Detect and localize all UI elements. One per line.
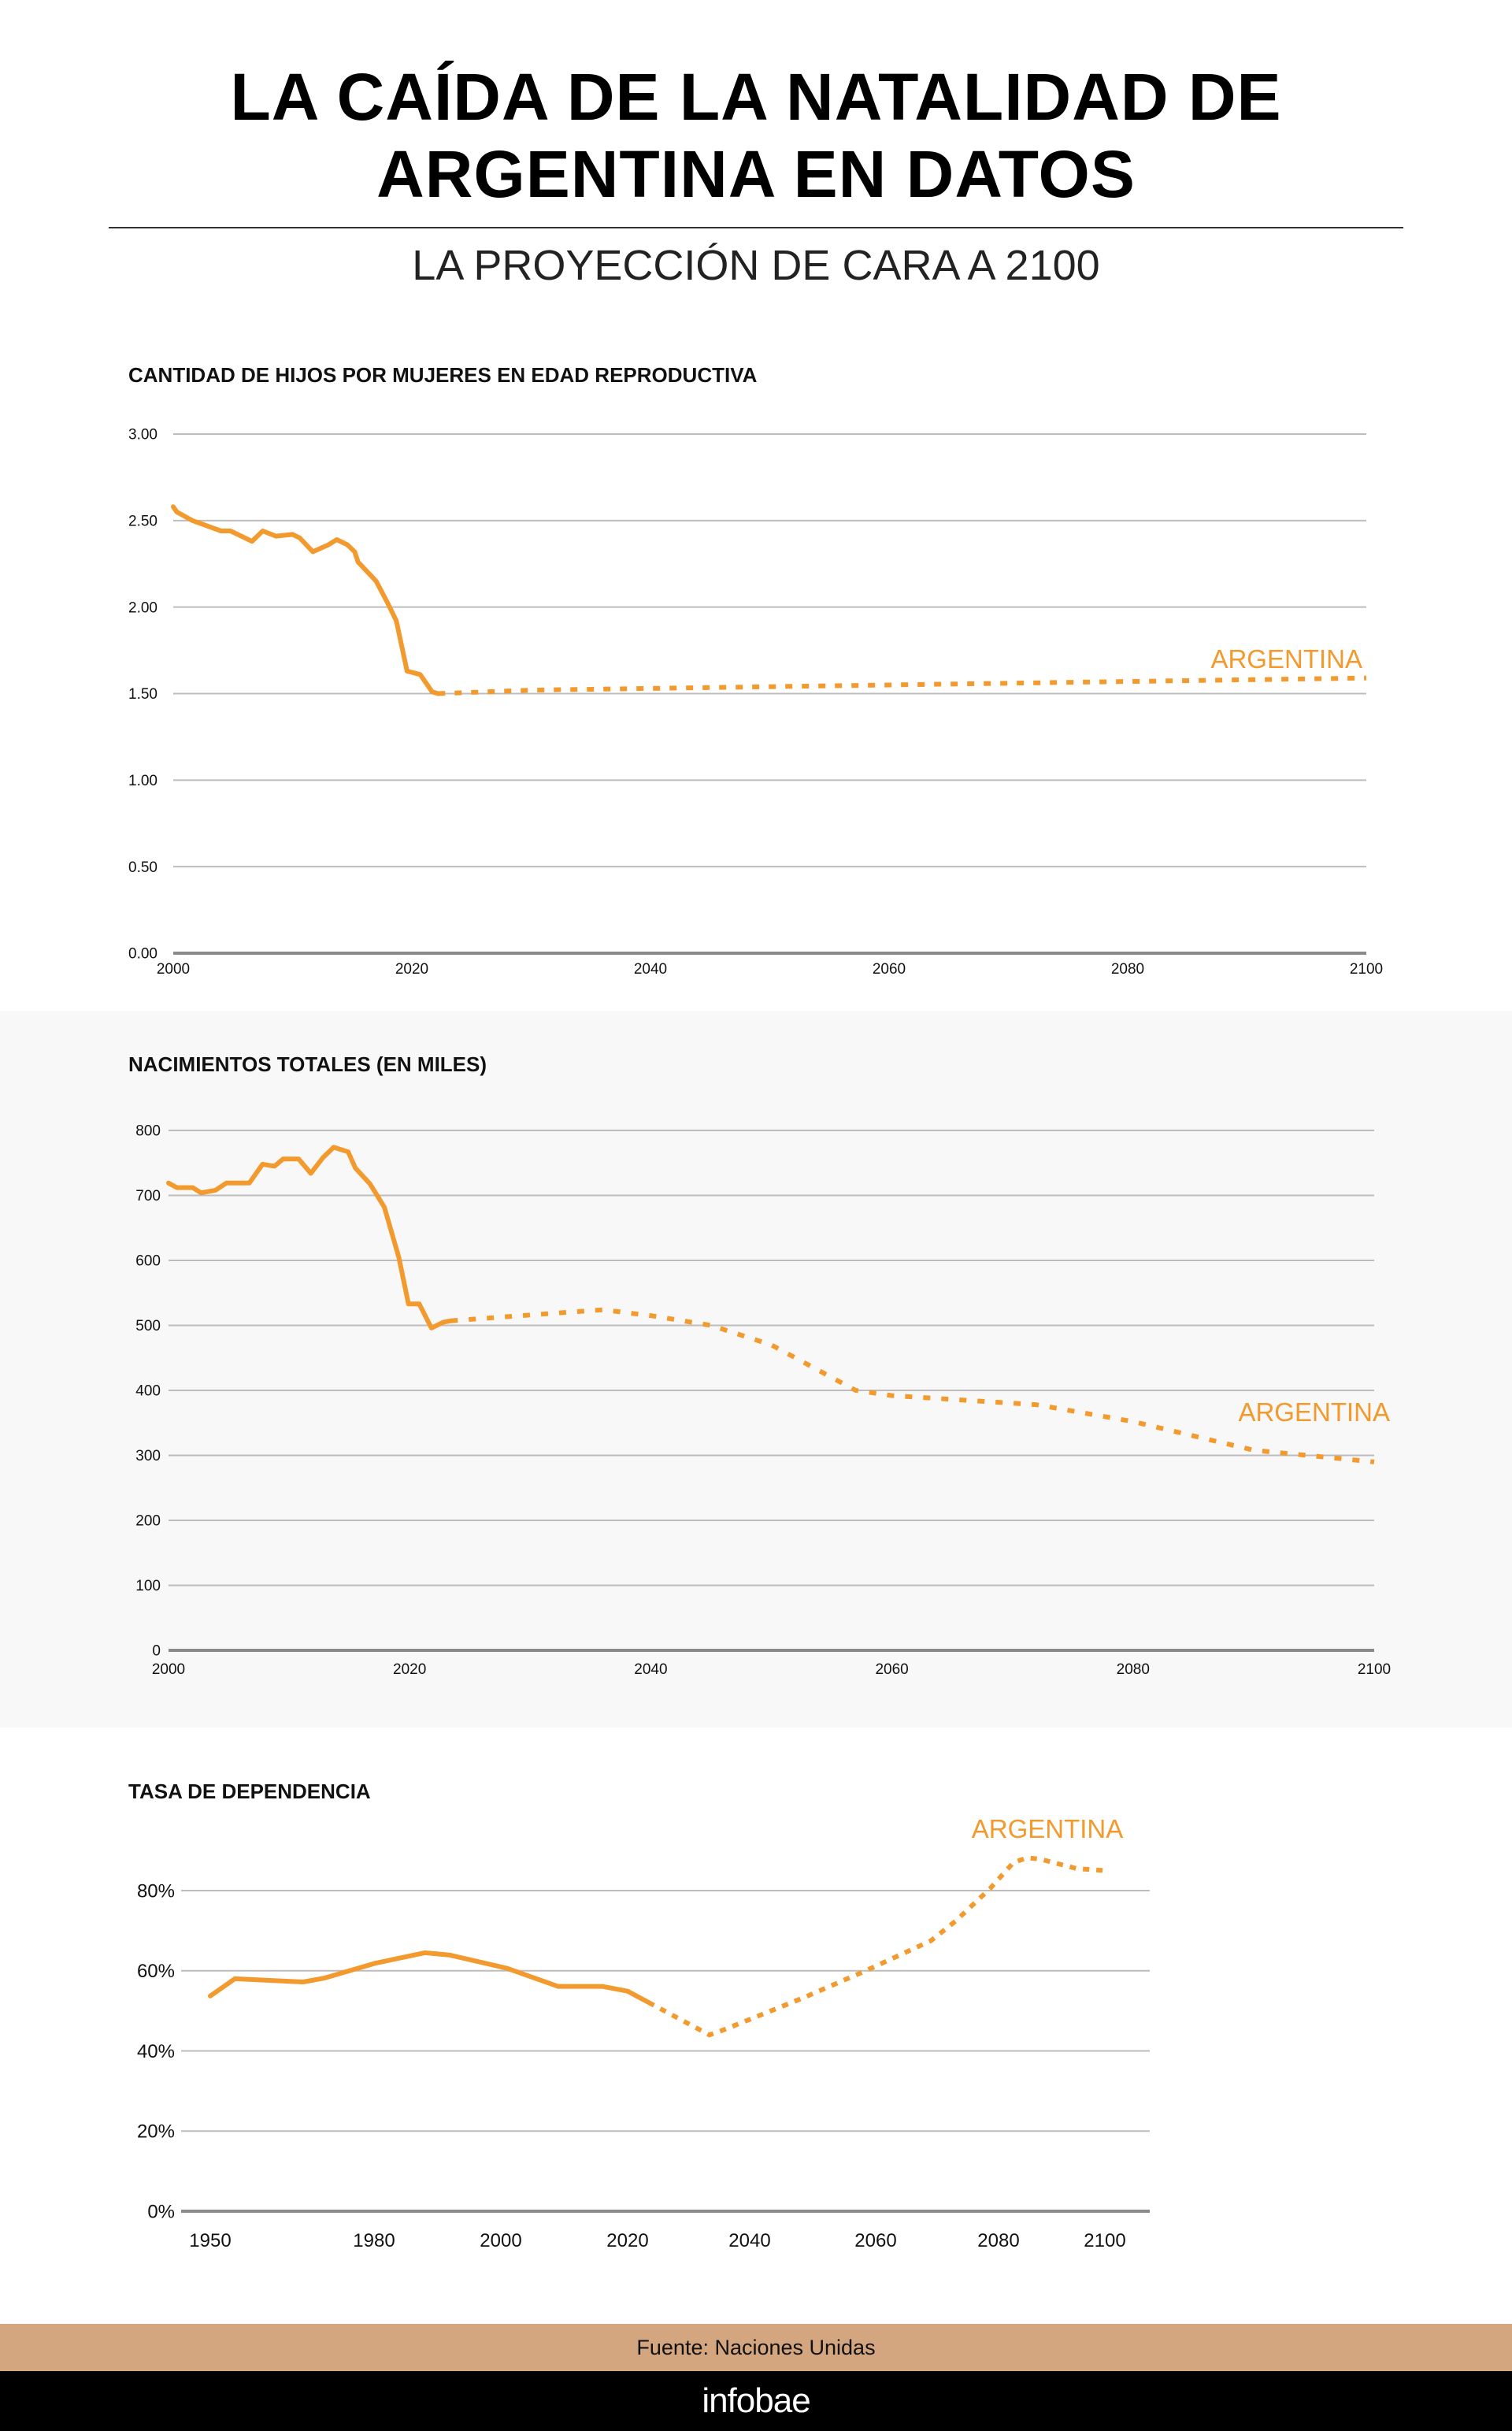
chart3-y-tick-label: 80% [137,1880,175,1902]
title-line-1: LA CAÍDA DE LA NATALIDAD DE [230,60,1282,134]
chart2-x-tick-label: 2040 [634,1661,667,1678]
chart1-y-tick-label: 1.50 [128,686,158,703]
chart2-title: NACIMIENTOS TOTALES (EN MILES) [128,1052,487,1076]
chart3-x-tick-label: 2000 [480,2230,521,2251]
chart3-x-tick-label: 2060 [854,2230,896,2251]
chart1-series-label: ARGENTINA [1210,644,1362,674]
chart1-y-tick-label: 2.00 [128,599,158,616]
chart3-x-tick-label: 2080 [977,2230,1019,2251]
chart2-y-tick-label: 400 [135,1383,161,1400]
chart2-x-tick-label: 2020 [393,1661,426,1678]
chart1-x-tick-label: 2000 [157,961,190,978]
chart2-y-tick-label: 700 [135,1188,161,1204]
chart3-x-tick-label: 2040 [728,2230,770,2251]
chart1-projected-line [438,675,1367,696]
chart3-x-tick-label: 1950 [189,2230,231,2251]
chart3-x-tick-label: 1980 [353,2230,395,2251]
chart1-x-tick-label: 2100 [1350,961,1383,978]
chart2-y-tick-label: 600 [135,1253,161,1270]
chart1-x-tick-label: 2040 [634,961,667,978]
chart1-title: CANTIDAD DE HIJOS POR MUJERES EN EDAD RE… [128,363,758,387]
title-line-2: ARGENTINA EN DATOS [376,137,1136,211]
chart1-y-tick-label: 2.50 [128,513,158,529]
chart1-observed-line [171,504,441,696]
chart2-y-tick-label: 800 [135,1123,161,1140]
chart3-y-tick-label: 60% [137,1961,175,1982]
chart3-x-tick-label: 2100 [1084,2230,1125,2251]
chart2-x-tick-label: 2000 [152,1661,185,1678]
chart3-title: TASA DE DEPENDENCIA [128,1780,371,1803]
chart1-y-tick-label: 0.50 [128,859,158,876]
chart3-y-tick-label: 0% [147,2201,175,2222]
chart1-y-tick-label: 3.00 [128,427,158,444]
chart1-x-tick-label: 2060 [873,961,906,978]
chart2-y-tick-label: 100 [135,1578,161,1594]
chart2-y-tick-label: 0 [152,1643,161,1660]
chart3-observed-line [208,1950,651,2005]
chart2-y-tick-label: 300 [135,1448,161,1464]
source-bar: Fuente: Naciones Unidas [0,2324,1512,2371]
page-title: LA CAÍDA DE LA NATALIDAD DE ARGENTINA EN… [0,58,1512,213]
chart2-y-tick-label: 200 [135,1513,161,1530]
chart1-y-tick-label: 1.00 [128,773,158,789]
infobae-logo: infobae [0,2371,1512,2431]
chart3-series-label: ARGENTINA [972,1814,1124,1843]
chart3-projected-line [647,1855,1106,2038]
chart1-y-tick-label: 0.00 [128,946,158,963]
chart2-series-label: ARGENTINA [1238,1397,1390,1427]
chart2-x-tick-label: 2060 [875,1661,908,1678]
chart2-x-tick-label: 2080 [1117,1661,1150,1678]
chart3-x-tick-label: 2020 [606,2230,648,2251]
chart2-x-tick-label: 2100 [1358,1661,1391,1678]
page-subtitle: LA PROYECCIÓN DE CARA A 2100 [412,242,1100,289]
chart1-x-tick-label: 2020 [395,961,428,978]
chart3-y-tick-label: 40% [137,2041,175,2062]
title-divider [109,227,1403,228]
chart2-projected-line [450,1307,1375,1464]
chart2-observed-line [166,1145,454,1331]
chart1-x-tick-label: 2080 [1111,961,1144,978]
chart3-y-tick-label: 20% [137,2121,175,2143]
chart2-y-tick-label: 500 [135,1318,161,1334]
